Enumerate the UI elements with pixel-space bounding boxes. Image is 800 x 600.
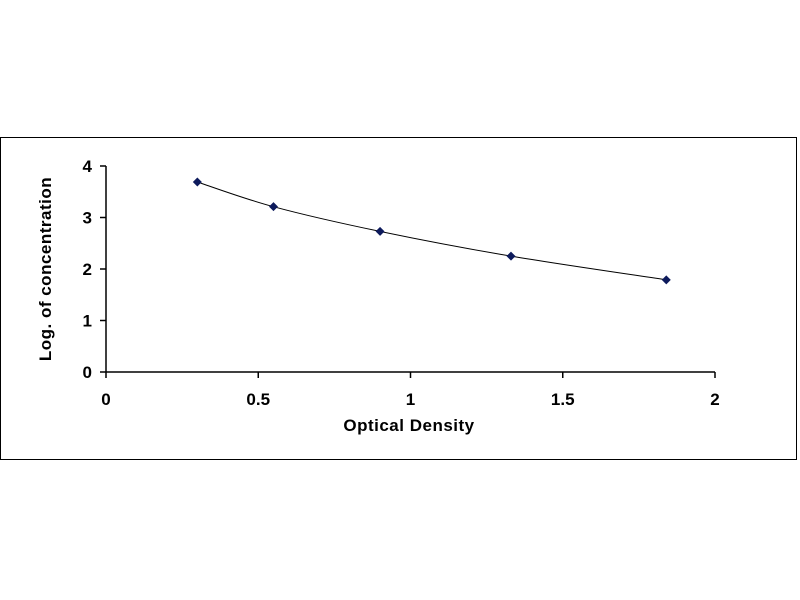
y-ticks: 0 1 2 3 4: [83, 157, 106, 382]
y-tick-label: 2: [83, 260, 92, 279]
x-axis-title: Optical Density: [343, 416, 474, 435]
data-point: [661, 275, 671, 285]
data-point: [268, 202, 278, 212]
trend-line: [197, 181, 667, 281]
x-tick-label: 1: [406, 390, 415, 409]
data-point: [192, 177, 202, 187]
y-axis-title: Log. of concentration: [36, 177, 55, 361]
y-tick-label: 3: [83, 209, 92, 228]
data-points: [192, 177, 671, 285]
chart-plot: 0 0.5 1 1.5 2 0 1 2 3 4 Optical Density Log. of …: [36, 157, 720, 435]
x-ticks: 0 0.5 1 1.5 2: [101, 372, 720, 409]
y-tick-label: 0: [83, 363, 92, 382]
y-tick-label: 1: [83, 312, 92, 331]
x-tick-label: 1.5: [551, 390, 575, 409]
chart-axes: [105, 166, 715, 373]
chart-frame: 0 0.5 1 1.5 2 0 1 2 3 4 Optical Density Log. of …: [0, 137, 797, 460]
x-tick-label: 2: [710, 390, 719, 409]
x-tick-label: 0.5: [246, 390, 270, 409]
data-point: [506, 251, 516, 261]
x-tick-label: 0: [101, 390, 110, 409]
data-point: [375, 226, 385, 236]
y-tick-label: 4: [83, 157, 93, 176]
